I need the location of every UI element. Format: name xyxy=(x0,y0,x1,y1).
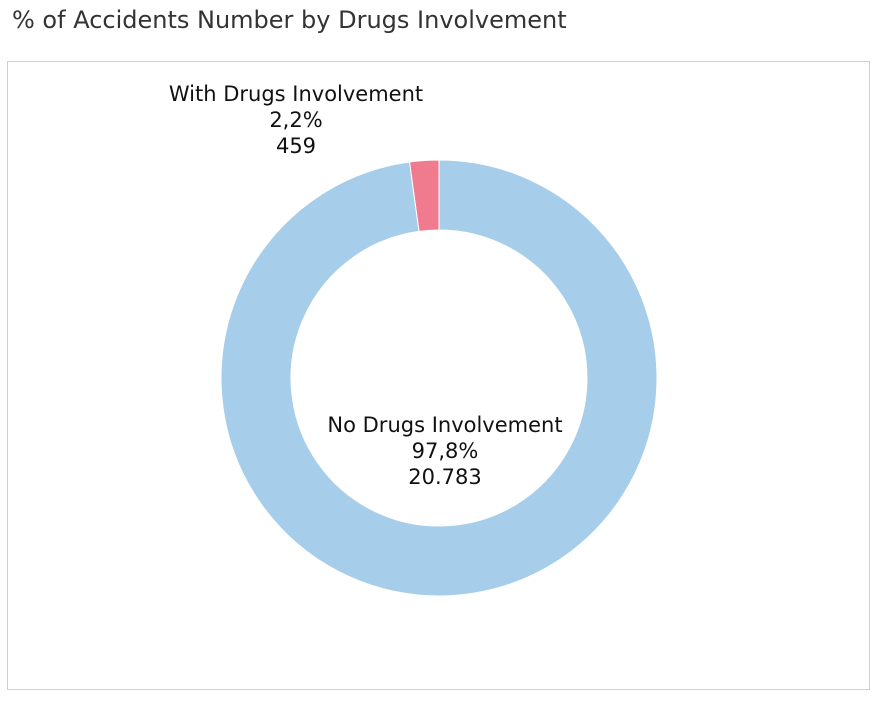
label-percent-with-drugs-involvement: 2,2% xyxy=(269,108,322,132)
label-name-no-drugs-involvement: No Drugs Involvement xyxy=(327,413,562,437)
page-title: % of Accidents Number by Drugs Involveme… xyxy=(12,6,567,34)
donut-slices xyxy=(220,159,658,597)
label-percent-no-drugs-involvement: 97,8% xyxy=(412,439,479,463)
label-value-no-drugs-involvement: 20.783 xyxy=(408,465,481,489)
label-name-with-drugs-involvement: With Drugs Involvement xyxy=(169,82,423,106)
label-value-with-drugs-involvement: 459 xyxy=(276,134,316,158)
chart-frame: With Drugs Involvement 2,2% 459 No Drugs In… xyxy=(7,61,870,690)
slice-no-drugs-involvement[interactable] xyxy=(220,159,658,597)
